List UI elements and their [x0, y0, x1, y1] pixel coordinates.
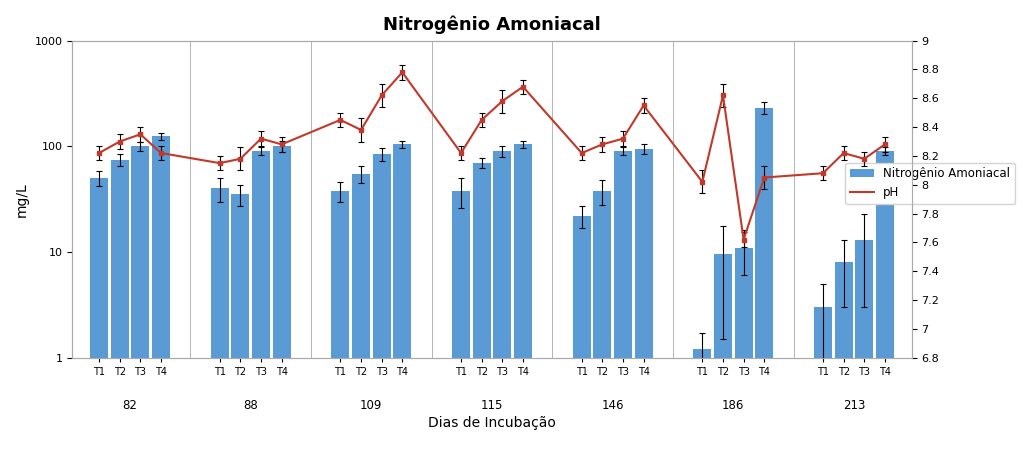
Text: 146: 146 [601, 399, 624, 412]
Text: 115: 115 [481, 399, 503, 412]
Bar [211, 188, 228, 473]
Bar [693, 350, 712, 473]
Bar [152, 136, 170, 473]
Bar [835, 262, 853, 473]
Y-axis label: mg/L: mg/L [15, 182, 29, 217]
Bar [614, 151, 632, 473]
Bar [393, 144, 412, 473]
Legend: Nitrogênio Amoniacal, pH: Nitrogênio Amoniacal, pH [846, 163, 1015, 204]
X-axis label: Dias de Incubação: Dias de Incubação [428, 416, 556, 429]
Bar [332, 191, 349, 473]
Text: 88: 88 [244, 399, 258, 412]
Title: Nitrogênio Amoniacal: Nitrogênio Amoniacal [383, 15, 601, 34]
Bar [252, 151, 270, 473]
Bar [855, 240, 873, 473]
Bar [593, 191, 611, 473]
Bar [714, 254, 732, 473]
Text: 213: 213 [843, 399, 865, 412]
Text: 109: 109 [360, 399, 383, 412]
Bar [473, 163, 490, 473]
Text: 186: 186 [722, 399, 744, 412]
Bar [734, 248, 753, 473]
Bar [352, 174, 370, 473]
Bar [572, 216, 591, 473]
Bar [231, 194, 250, 473]
Text: 82: 82 [123, 399, 137, 412]
Bar [131, 146, 150, 473]
Bar [373, 154, 391, 473]
Bar [755, 108, 773, 473]
Bar [452, 191, 470, 473]
Bar [272, 146, 291, 473]
Bar [814, 307, 833, 473]
Bar [635, 149, 652, 473]
Bar [111, 159, 129, 473]
Bar [514, 144, 532, 473]
Bar [494, 151, 511, 473]
Bar [90, 178, 109, 473]
Bar [876, 151, 894, 473]
